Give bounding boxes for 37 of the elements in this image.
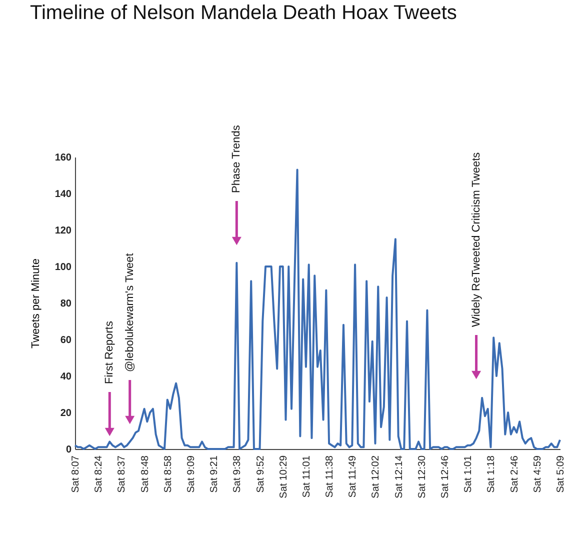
x-tick-label: Sat 8:07 bbox=[70, 455, 82, 493]
y-tick-label: 120 bbox=[54, 226, 72, 236]
annotation: @lebolukewarm's Tweet bbox=[124, 253, 136, 372]
x-tick-label: Sat 9:21 bbox=[209, 455, 220, 493]
x-tick-label: Sat 11:49 bbox=[348, 455, 359, 498]
y-axis-title: Tweets per Minute bbox=[30, 258, 42, 348]
y-tick-label: 100 bbox=[54, 262, 72, 273]
x-tick-label: Sat 11:38 bbox=[324, 455, 336, 498]
y-tick-label: 140 bbox=[54, 189, 72, 200]
y-tick-label: 160 bbox=[54, 152, 72, 164]
y-tick-label: 20 bbox=[60, 408, 72, 419]
annotation: Widely ReTweeted Criticism Tweets bbox=[470, 152, 482, 327]
x-tick-label: Sat 11:01 bbox=[301, 455, 312, 498]
x-tick-label: Sat 12:46 bbox=[440, 455, 452, 498]
chart-title: Timeline of Nelson Mandela Death Hoax Tweets bbox=[30, 2, 457, 24]
x-tick-label: Sat 1:01 bbox=[463, 455, 474, 493]
x-tick-label: Sat 9:09 bbox=[186, 455, 197, 493]
annotation: First Reports bbox=[104, 320, 116, 384]
x-tick-label: Sat 2:46 bbox=[509, 455, 520, 493]
x-tick-label: Sat 8:37 bbox=[116, 455, 128, 493]
x-tick-label: Sat 9:38 bbox=[232, 455, 244, 493]
x-tick-label: Sat 12:14 bbox=[394, 455, 405, 498]
x-tick-label: Sat 5:09 bbox=[556, 455, 566, 493]
x-tick-label: Sat 12:30 bbox=[416, 455, 428, 498]
x-tick-label: Sat 12:02 bbox=[370, 455, 382, 498]
x-tick-label: Sat 1:18 bbox=[486, 455, 498, 493]
x-tick-label: Sat 8:24 bbox=[94, 455, 105, 493]
y-tick-label: 60 bbox=[60, 335, 72, 346]
y-tick-label: 40 bbox=[60, 372, 72, 382]
x-tick-label: Sat 4:59 bbox=[532, 455, 544, 493]
annotation: Phase Trends bbox=[230, 124, 243, 193]
x-tick-label: Sat 9:52 bbox=[255, 455, 266, 493]
y-tick-label: 80 bbox=[60, 298, 72, 310]
x-tick-label: Sat 10:29 bbox=[278, 455, 290, 498]
x-tick-label: Sat 8:58 bbox=[162, 455, 174, 493]
y-tick-label: 0 bbox=[66, 444, 72, 456]
x-tick-label: Sat 8:48 bbox=[140, 455, 151, 493]
